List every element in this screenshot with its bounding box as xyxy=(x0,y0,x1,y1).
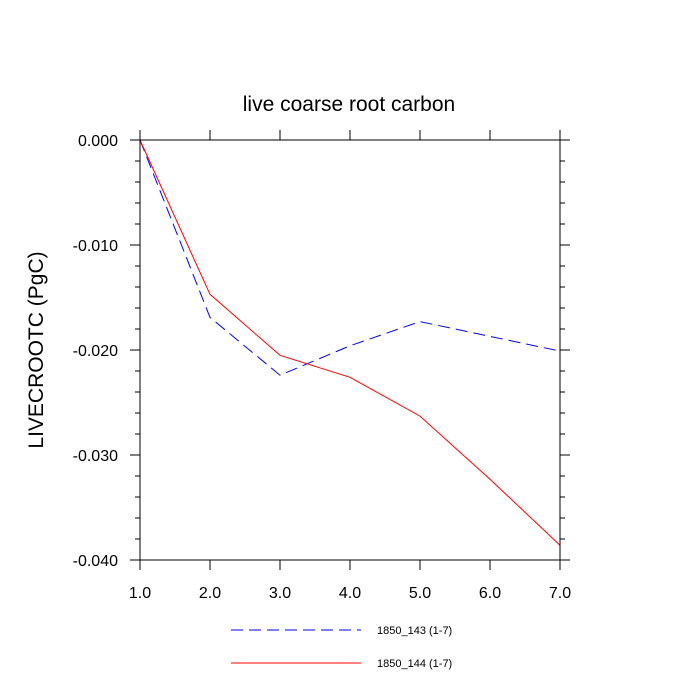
plot-frame xyxy=(139,139,561,561)
chart-title: live coarse root carbon xyxy=(243,93,455,116)
axis-ticks xyxy=(130,130,570,570)
series-line-2 xyxy=(139,139,561,546)
legend-label-2: 1850_144 (1-7) xyxy=(377,658,452,670)
x-tick-label: 5.0 xyxy=(409,585,431,602)
y-tick-label: -0.040 xyxy=(73,553,118,570)
x-tick-label: 1.0 xyxy=(129,585,151,602)
y-tick-label: -0.030 xyxy=(73,448,118,465)
y-tick-label: 0.000 xyxy=(78,133,118,150)
y-tick-label: -0.020 xyxy=(73,343,118,360)
y-axis-label: LIVECROOTC (PgC) xyxy=(25,251,48,448)
y-tick-label: -0.010 xyxy=(73,238,118,255)
x-tick-label: 3.0 xyxy=(269,585,291,602)
x-tick-label: 7.0 xyxy=(549,585,571,602)
legend: 1850_143 (1-7) 1850_144 (1-7) xyxy=(231,625,452,670)
tick-labels: 1.0 2.0 3.0 4.0 5.0 6.0 7.0 0.000 -0.010 -0.020 -0… xyxy=(73,133,572,602)
x-tick-label: 4.0 xyxy=(339,585,361,602)
x-tick-label: 2.0 xyxy=(199,585,221,602)
legend-label-1: 1850_143 (1-7) xyxy=(377,625,452,637)
series-line-1 xyxy=(139,139,561,376)
series-lines xyxy=(139,139,561,546)
x-tick-label: 6.0 xyxy=(479,585,501,602)
